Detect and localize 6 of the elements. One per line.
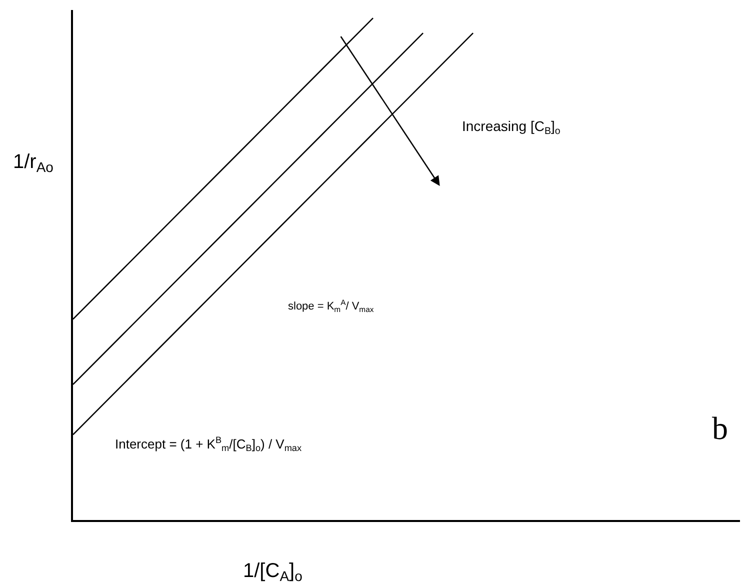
x-axis-title: 1/[C$_{A}$]$_{o}$ [243, 560, 303, 582]
annotation: slope = K$_{m}$$^{A}$/ V$_{max}$ [288, 298, 374, 314]
annotation: Increasing [C$_{B}$]$_{o}$ [462, 118, 561, 137]
y-axis-title: 1/r$_{Ao}$ [13, 151, 54, 176]
annotation: b [712, 410, 728, 446]
text: Intercept = (1 + K$^{B}$$_{m}$/[C$_{B}$]$_{o}$) / V$_{max}$ [115, 435, 302, 454]
